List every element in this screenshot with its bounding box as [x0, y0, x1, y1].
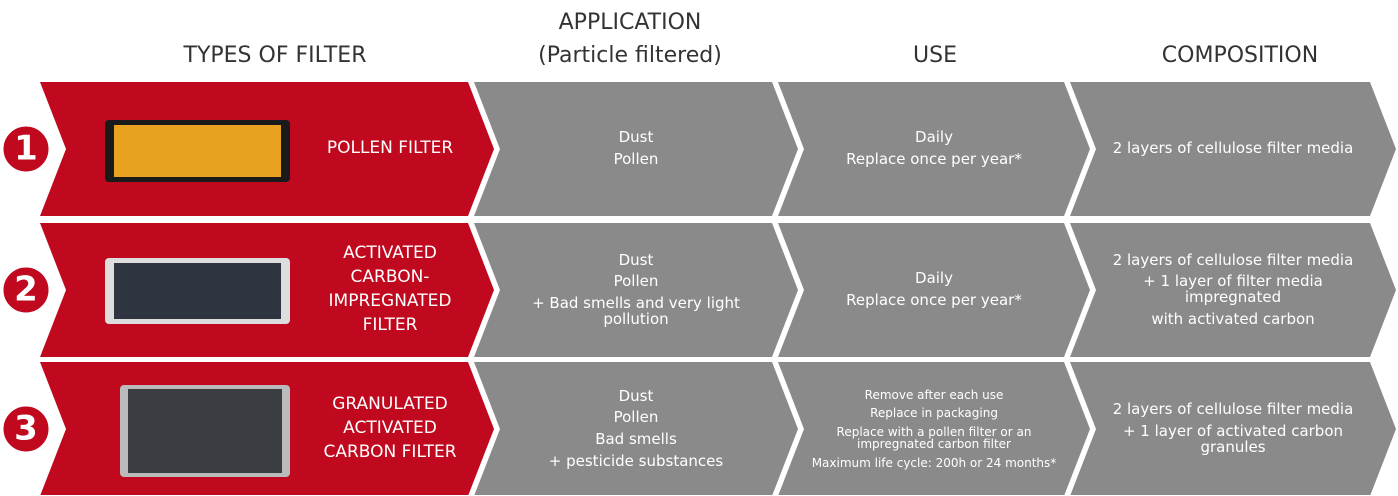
- use-cell: Daily Replace once per year*: [808, 82, 1060, 216]
- row-number: 1: [14, 129, 38, 169]
- composition-line: with activated carbon: [1151, 312, 1314, 328]
- application-line: Dust: [619, 253, 654, 269]
- use-line: Remove after each use: [865, 389, 1004, 402]
- use-line: Replace with a pollen filter or an impre…: [808, 426, 1060, 451]
- use-line: Replace once per year*: [846, 152, 1022, 168]
- name-line: CARBON FILTER: [323, 444, 456, 462]
- row-number: 2: [14, 270, 38, 310]
- filter-media: [114, 263, 281, 319]
- application-line: Pollen: [614, 152, 659, 168]
- application-cell: Dust Pollen Bad smells + pesticide substanc…: [504, 362, 768, 496]
- name-line: ACTIVATED: [343, 245, 437, 263]
- column-header: USE: [775, 39, 1095, 72]
- application-line: Bad smells: [595, 432, 677, 448]
- row-number: 3: [14, 409, 38, 449]
- application-line: Dust: [619, 130, 654, 146]
- name-line: IMPREGNATED: [329, 293, 452, 311]
- header-line: TYPES OF FILTER: [115, 39, 435, 72]
- name-line: GRANULATED: [332, 396, 447, 414]
- use-line: Daily: [915, 271, 953, 287]
- application-line: Dust: [619, 389, 654, 405]
- application-cell: Dust Pollen + Bad smells and very light po…: [504, 223, 768, 357]
- use-line: Daily: [915, 130, 953, 146]
- use-line: Replace once per year*: [846, 293, 1022, 309]
- use-line: Maximum life cycle: 200h or 24 months*: [812, 457, 1057, 470]
- name-line: FILTER: [363, 317, 418, 335]
- composition-cell: 2 layers of cellulose filter media: [1100, 82, 1366, 216]
- use-cell: Remove after each use Replace in packagin…: [808, 362, 1060, 496]
- column-header: APPLICATION(Particle filtered): [470, 6, 790, 72]
- application-line: Pollen: [614, 274, 659, 290]
- use-line: Replace in packaging: [870, 407, 998, 420]
- composition-line: + 1 layer of filter media impregnated: [1100, 274, 1366, 306]
- column-header: TYPES OF FILTER: [115, 39, 435, 72]
- filter-media: [128, 389, 282, 473]
- name-line: POLLEN FILTER: [327, 140, 453, 158]
- composition-cell: 2 layers of cellulose filter media + 1 la…: [1100, 223, 1366, 357]
- header-line: COMPOSITION: [1080, 39, 1398, 72]
- infographic: 1 2 3 TYPES OF FILTER APPLICATION(Particle …: [0, 0, 1398, 495]
- use-cell: Daily Replace once per year*: [808, 223, 1060, 357]
- composition-line: 2 layers of cellulose filter media: [1113, 253, 1354, 269]
- application-line: + Bad smells and very light pollution: [504, 296, 768, 328]
- name-line: CARBON-: [351, 269, 430, 287]
- composition-cell: 2 layers of cellulose filter media + 1 la…: [1100, 362, 1366, 496]
- composition-line: + 1 layer of activated carbon granules: [1100, 424, 1366, 456]
- column-header: COMPOSITION: [1080, 39, 1398, 72]
- header-line: (Particle filtered): [470, 39, 790, 72]
- filter-name: POLLEN FILTER: [300, 82, 480, 216]
- application-line: Pollen: [614, 410, 659, 426]
- filter-name: GRANULATED ACTIVATED CARBON FILTER: [300, 362, 480, 496]
- name-line: ACTIVATED: [343, 420, 437, 438]
- header-line: APPLICATION: [470, 6, 790, 39]
- filter-name: ACTIVATED CARBON- IMPREGNATED FILTER: [300, 223, 480, 357]
- application-line: + pesticide substances: [549, 454, 723, 470]
- composition-line: 2 layers of cellulose filter media: [1113, 402, 1354, 418]
- application-cell: Dust Pollen: [504, 82, 768, 216]
- filter-media: [114, 125, 281, 177]
- composition-line: 2 layers of cellulose filter media: [1113, 141, 1354, 157]
- header-line: USE: [775, 39, 1095, 72]
